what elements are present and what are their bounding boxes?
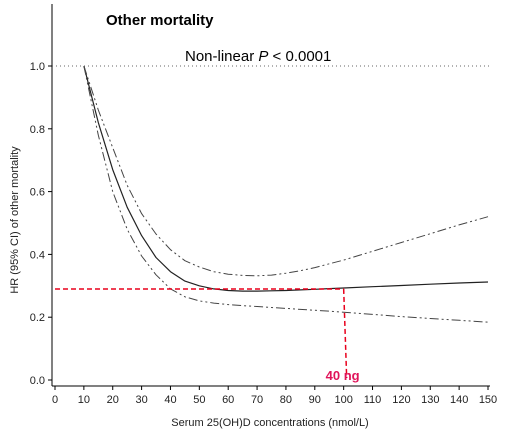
x-axis-label: Serum 25(OH)D concentrations (nmol/L) bbox=[171, 417, 368, 429]
x-tick-label: 70 bbox=[251, 394, 263, 406]
x-tick-label: 0 bbox=[52, 394, 58, 406]
y-tick-label: 0.0 bbox=[30, 375, 45, 387]
y-tick-label: 1.0 bbox=[30, 61, 45, 73]
y-tick-label: 0.4 bbox=[30, 249, 45, 261]
y-tick-label: 0.2 bbox=[30, 312, 45, 324]
highlight-label: 40 ng bbox=[326, 368, 360, 383]
x-tick-label: 80 bbox=[280, 394, 292, 406]
y-axis-label: HR (95% CI) of other mortality bbox=[9, 146, 21, 294]
ci-upper-line bbox=[83, 65, 489, 277]
highlight-vertical-line bbox=[342, 288, 348, 379]
x-tick-label: 20 bbox=[107, 394, 119, 406]
x-tick-label: 50 bbox=[193, 394, 205, 406]
annotation-rest: < 0.0001 bbox=[268, 48, 331, 65]
x-tick-label: 120 bbox=[392, 394, 410, 406]
y-tick-label: 0.8 bbox=[30, 124, 45, 136]
y-tick-label: 0.6 bbox=[30, 187, 45, 199]
x-tick-label: 150 bbox=[479, 394, 497, 406]
x-axis-ticks: 0 10 20 30 40 50 60 70 80 90 100 110 120 130 140 150 bbox=[52, 386, 497, 406]
series-group bbox=[83, 65, 489, 323]
chart-title: Other mortality bbox=[106, 12, 214, 29]
x-tick-label: 110 bbox=[364, 394, 382, 406]
x-tick-label: 10 bbox=[78, 394, 90, 406]
x-tick-label: 30 bbox=[135, 394, 147, 406]
annotation-p: P bbox=[258, 48, 268, 65]
nonlinear-p-annotation: Non-linear P < 0.0001 bbox=[185, 48, 331, 65]
x-tick-label: 100 bbox=[334, 394, 352, 406]
annotation-text: Non-linear bbox=[185, 48, 258, 65]
x-tick-label: 40 bbox=[164, 394, 176, 406]
y-axis-ticks: 0.0 0.2 0.4 0.6 0.8 1.0 bbox=[30, 61, 52, 387]
hr-estimate-line bbox=[83, 65, 489, 292]
ci-lower-line bbox=[83, 65, 489, 323]
x-tick-label: 60 bbox=[222, 394, 234, 406]
x-tick-label: 90 bbox=[309, 394, 321, 406]
x-tick-label: 140 bbox=[450, 394, 468, 406]
x-tick-label: 130 bbox=[421, 394, 439, 406]
highlight-group: 40 ng bbox=[55, 288, 360, 383]
